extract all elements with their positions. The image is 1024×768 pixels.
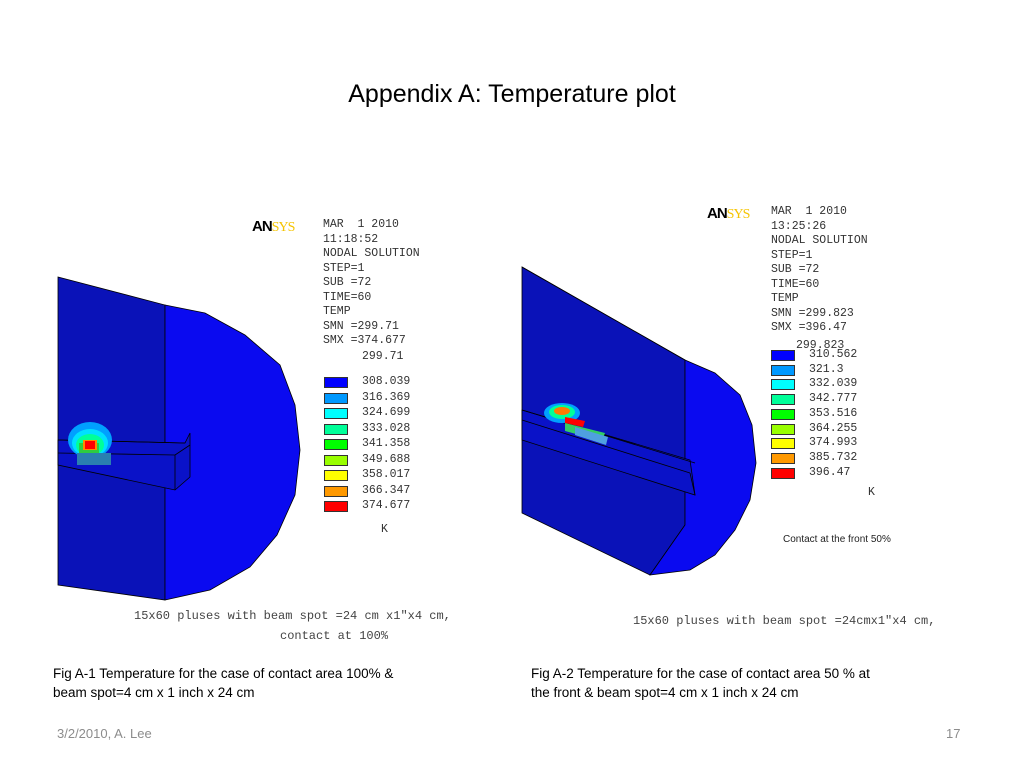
caption-a1-line1: Fig A-1 Temperature for the case of cont… xyxy=(53,666,394,681)
legend-value: 321.3 xyxy=(809,362,844,376)
legend-swatch xyxy=(771,364,795,376)
plot-note-line2: contact at 100% xyxy=(280,629,389,643)
legend-swatch xyxy=(771,423,795,435)
legend-swatch xyxy=(771,438,795,450)
legend-min-value: 299.71 xyxy=(362,350,404,363)
temperature-plot-a1 xyxy=(57,276,301,601)
caption-a2-line2: the front & beam spot=4 cm x 1 inch x 24… xyxy=(531,685,799,700)
unit-label: K xyxy=(381,523,388,536)
legend-value: 358.017 xyxy=(362,468,411,481)
legend-value: 332.039 xyxy=(809,377,858,391)
legend-swatch xyxy=(324,501,348,512)
legend-value: 342.777 xyxy=(809,392,858,406)
contact-note: Contact at the front 50% xyxy=(783,534,891,545)
caption-a1-line2: beam spot=4 cm x 1 inch x 24 cm xyxy=(53,685,255,700)
header-line: SMN =299.71 xyxy=(323,319,399,333)
header-line: SUB =72 xyxy=(323,276,372,289)
legend-value: 366.347 xyxy=(362,483,411,497)
legend-value: 374.993 xyxy=(809,436,858,450)
legend-swatch xyxy=(324,470,348,481)
figure-a2: ANSYS MAR 1 2010 13:25:26 NODAL SOLUTION ST… xyxy=(520,195,960,640)
legend-value: 353.516 xyxy=(809,406,858,420)
caption-a2-line1: Fig A-2 Temperature for the case of cont… xyxy=(531,666,870,681)
ansys-logo: ANSYS xyxy=(252,218,295,235)
legend-swatch xyxy=(324,408,348,419)
legend-swatch xyxy=(771,452,795,464)
header-line: 11:18:52 xyxy=(323,232,379,246)
page-number: 17 xyxy=(946,726,961,741)
hotspot-core xyxy=(85,441,95,449)
unit-label: K xyxy=(868,486,875,499)
plot-note-line1: 15x60 pluses with beam spot =24cmx1"x4 c… xyxy=(633,614,936,628)
legend-swatch xyxy=(324,423,348,435)
plot-header-text: MAR 1 2010 11:18:52 NODAL SOLUTION STEP=1 SU… xyxy=(323,218,420,349)
figure-a1: ANSYS MAR 1 2010 11:18:52 NODAL SOLUTION ST… xyxy=(55,205,515,655)
legend-swatch xyxy=(771,467,795,479)
legend-swatch xyxy=(324,392,348,404)
legend-swatch xyxy=(771,350,795,361)
cylinder-end-cap xyxy=(649,359,757,576)
hotspot-core xyxy=(565,417,585,427)
header-line: TIME=60 xyxy=(323,290,372,304)
legend-value: 341.358 xyxy=(362,437,411,450)
header-line: SMX =396.47 xyxy=(771,321,847,334)
header-line: STEP=1 xyxy=(323,261,365,275)
legend-value: 364.255 xyxy=(809,421,858,435)
legend-swatch xyxy=(324,454,348,466)
plot-note-line1: 15x60 pluses with beam spot =24 cm x1"x4… xyxy=(134,609,451,623)
legend-min-value: 299.823 xyxy=(796,339,845,352)
header-line: SMN =299.823 xyxy=(771,306,854,320)
legend-swatch xyxy=(324,485,348,497)
temperature-plot-a2 xyxy=(521,266,757,576)
legend-value: 310.562 xyxy=(809,348,858,361)
header-line: TEMP xyxy=(771,292,799,305)
footer-date-author: 3/2/2010, A. Lee xyxy=(57,726,152,741)
header-line: 13:25:26 xyxy=(771,219,827,233)
legend-value: 349.688 xyxy=(362,452,411,466)
header-line: SMX =374.677 xyxy=(323,334,406,347)
ansys-logo: ANSYS xyxy=(707,205,750,222)
header-line: STEP=1 xyxy=(771,248,813,262)
header-line: MAR 1 2010 xyxy=(771,205,847,218)
caption-a2: Fig A-2 Temperature for the case of cont… xyxy=(531,664,870,702)
legend-swatch xyxy=(324,439,348,450)
legend-swatch xyxy=(771,408,795,420)
header-line: TEMP xyxy=(323,305,351,318)
plot-header-text: MAR 1 2010 13:25:26 NODAL SOLUTION STEP=1 SU… xyxy=(771,205,868,336)
caption-a1: Fig A-1 Temperature for the case of cont… xyxy=(53,664,393,702)
header-line: MAR 1 2010 xyxy=(323,218,399,231)
legend-swatch xyxy=(771,379,795,391)
header-line: TIME=60 xyxy=(771,277,820,291)
legend-value: 374.677 xyxy=(362,499,411,512)
header-line: NODAL SOLUTION xyxy=(323,247,420,260)
legend-value: 308.039 xyxy=(362,375,411,388)
legend-value: 385.732 xyxy=(809,450,858,464)
legend-value: 324.699 xyxy=(362,406,411,419)
header-line: NODAL SOLUTION xyxy=(771,234,868,247)
legend-swatch xyxy=(324,377,348,388)
cylinder-end-cap xyxy=(164,304,301,601)
legend-value: 396.47 xyxy=(809,465,851,479)
legend-value: 316.369 xyxy=(362,390,411,404)
slide-title: Appendix A: Temperature plot xyxy=(348,80,676,108)
legend-swatch xyxy=(771,394,795,406)
legend-value: 333.028 xyxy=(362,421,411,435)
header-line: SUB =72 xyxy=(771,263,820,276)
